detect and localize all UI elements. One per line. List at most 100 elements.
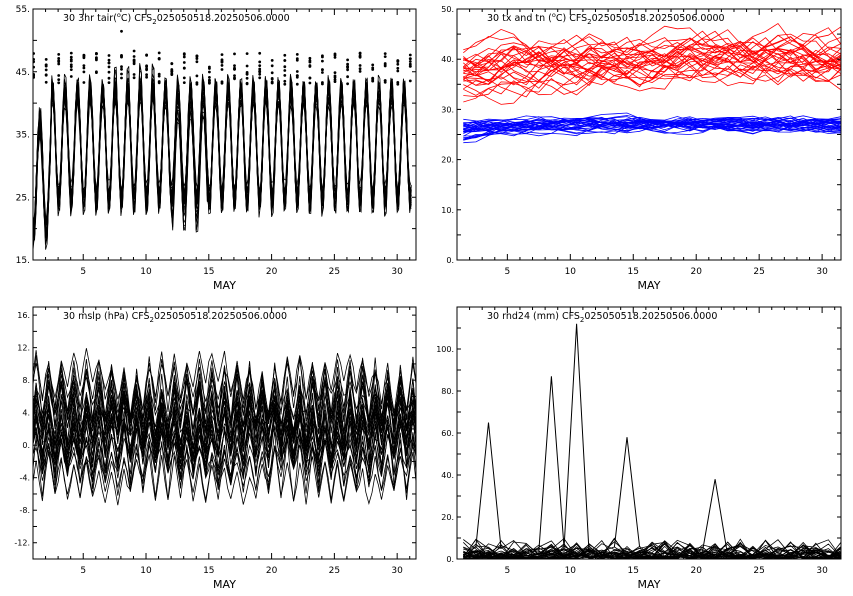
max-marker [195, 54, 199, 58]
max-marker [333, 74, 337, 78]
max-marker [95, 58, 98, 62]
max-marker [245, 76, 249, 80]
max-marker [295, 70, 299, 73]
max-marker [157, 81, 161, 85]
y-tick-label: 4. [22, 409, 30, 418]
x-tick-label: 5 [80, 267, 86, 277]
max-marker [220, 59, 224, 63]
max-marker [132, 76, 136, 80]
max-marker [396, 59, 400, 63]
x-tick-label: 20 [266, 566, 278, 576]
series-line-member-29 [33, 88, 412, 229]
series-line-member-29 [463, 542, 841, 559]
y-tick-label: -4. [19, 474, 30, 483]
max-marker [82, 70, 86, 74]
max-marker [408, 53, 412, 57]
max-marker [120, 76, 123, 80]
series-line-member-28 [33, 385, 416, 464]
max-marker [182, 61, 186, 64]
series-line-member-20 [33, 407, 416, 492]
x-tick-label: 10 [140, 566, 152, 576]
max-marker [44, 73, 48, 77]
max-marker [220, 68, 224, 71]
y-tick-label: 0. [22, 441, 30, 450]
max-marker [132, 55, 136, 58]
rain-peak-4 [613, 437, 641, 548]
max-marker [346, 68, 349, 72]
max-marker [170, 62, 174, 66]
x-tick-label: 15 [628, 566, 639, 576]
max-marker [57, 81, 61, 85]
max-marker [57, 62, 61, 66]
max-marker [220, 80, 224, 84]
y-tick-label: 30. [441, 105, 454, 114]
max-marker [145, 75, 149, 79]
max-marker [308, 60, 312, 64]
chart-title: 30 rnd24 (mm) CFS2025050518.20250506.000… [487, 311, 717, 324]
max-marker [208, 67, 211, 70]
y-tick-label: 100. [436, 345, 454, 354]
tx-series-line-member-26 [463, 27, 841, 86]
x-tick-label: 10 [565, 566, 577, 576]
max-marker [44, 68, 48, 72]
y-tick-label: 55. [16, 5, 30, 15]
series-line-member-9 [33, 403, 416, 484]
max-marker [396, 81, 400, 84]
max-marker [233, 67, 236, 71]
max-marker [396, 66, 400, 70]
max-marker [82, 64, 86, 67]
max-marker [346, 66, 349, 69]
max-marker [195, 57, 199, 60]
max-marker [245, 52, 249, 55]
max-marker [69, 59, 73, 63]
tx-series-line-member-19 [463, 37, 841, 103]
max-marker [145, 67, 149, 71]
max-marker [145, 64, 149, 68]
y-tick-label: 25. [16, 193, 30, 203]
max-marker [107, 76, 111, 80]
panel-3: 5 10 15 20 25 30 MAY -12. -8. -4. 0. 4. 8. 12. 16. 30 m… [14, 306, 417, 591]
rain-peak-1 [475, 422, 502, 549]
max-marker [308, 65, 312, 68]
max-marker [295, 53, 299, 56]
max-marker [270, 81, 274, 85]
tn-series-line-member-28 [463, 119, 841, 132]
x-axis-label: MAY [213, 279, 236, 292]
y-tick-label: 15. [16, 256, 30, 266]
max-marker [132, 58, 136, 62]
series-line-member-19 [33, 367, 416, 450]
series-line-member-25 [463, 546, 841, 559]
max-marker [308, 56, 312, 60]
max-marker [195, 60, 199, 64]
x-tick-label: 30 [391, 566, 403, 576]
x-tick-label: 20 [690, 267, 702, 277]
max-marker [233, 52, 236, 56]
x-tick-label: 15 [628, 267, 639, 277]
y-tick-label: 40. [441, 471, 454, 480]
x-tick-label: 5 [504, 267, 510, 277]
x-tick-label: 25 [329, 566, 340, 576]
x-tick-label: 30 [816, 566, 828, 576]
rain-peak-2 [538, 376, 565, 552]
series-line-member-30 [33, 357, 416, 472]
max-marker [408, 65, 412, 68]
max-marker [258, 76, 262, 80]
max-marker [233, 74, 236, 77]
x-tick-label: 25 [753, 566, 764, 576]
max-marker [95, 52, 98, 55]
tn-series-line-member-30 [463, 117, 841, 134]
tx-series-line-member-2 [463, 26, 841, 98]
max-marker [258, 67, 262, 71]
max-marker [170, 73, 174, 76]
max-marker [321, 82, 324, 86]
tn-series-line-member-26 [463, 115, 841, 139]
max-marker [408, 60, 412, 63]
max-marker [283, 82, 287, 86]
max-marker [182, 53, 186, 56]
max-marker [44, 58, 48, 61]
max-marker [157, 72, 161, 76]
max-marker [233, 64, 236, 67]
series-line-member-30 [33, 89, 412, 241]
max-marker [245, 82, 249, 86]
max-marker [358, 54, 362, 58]
